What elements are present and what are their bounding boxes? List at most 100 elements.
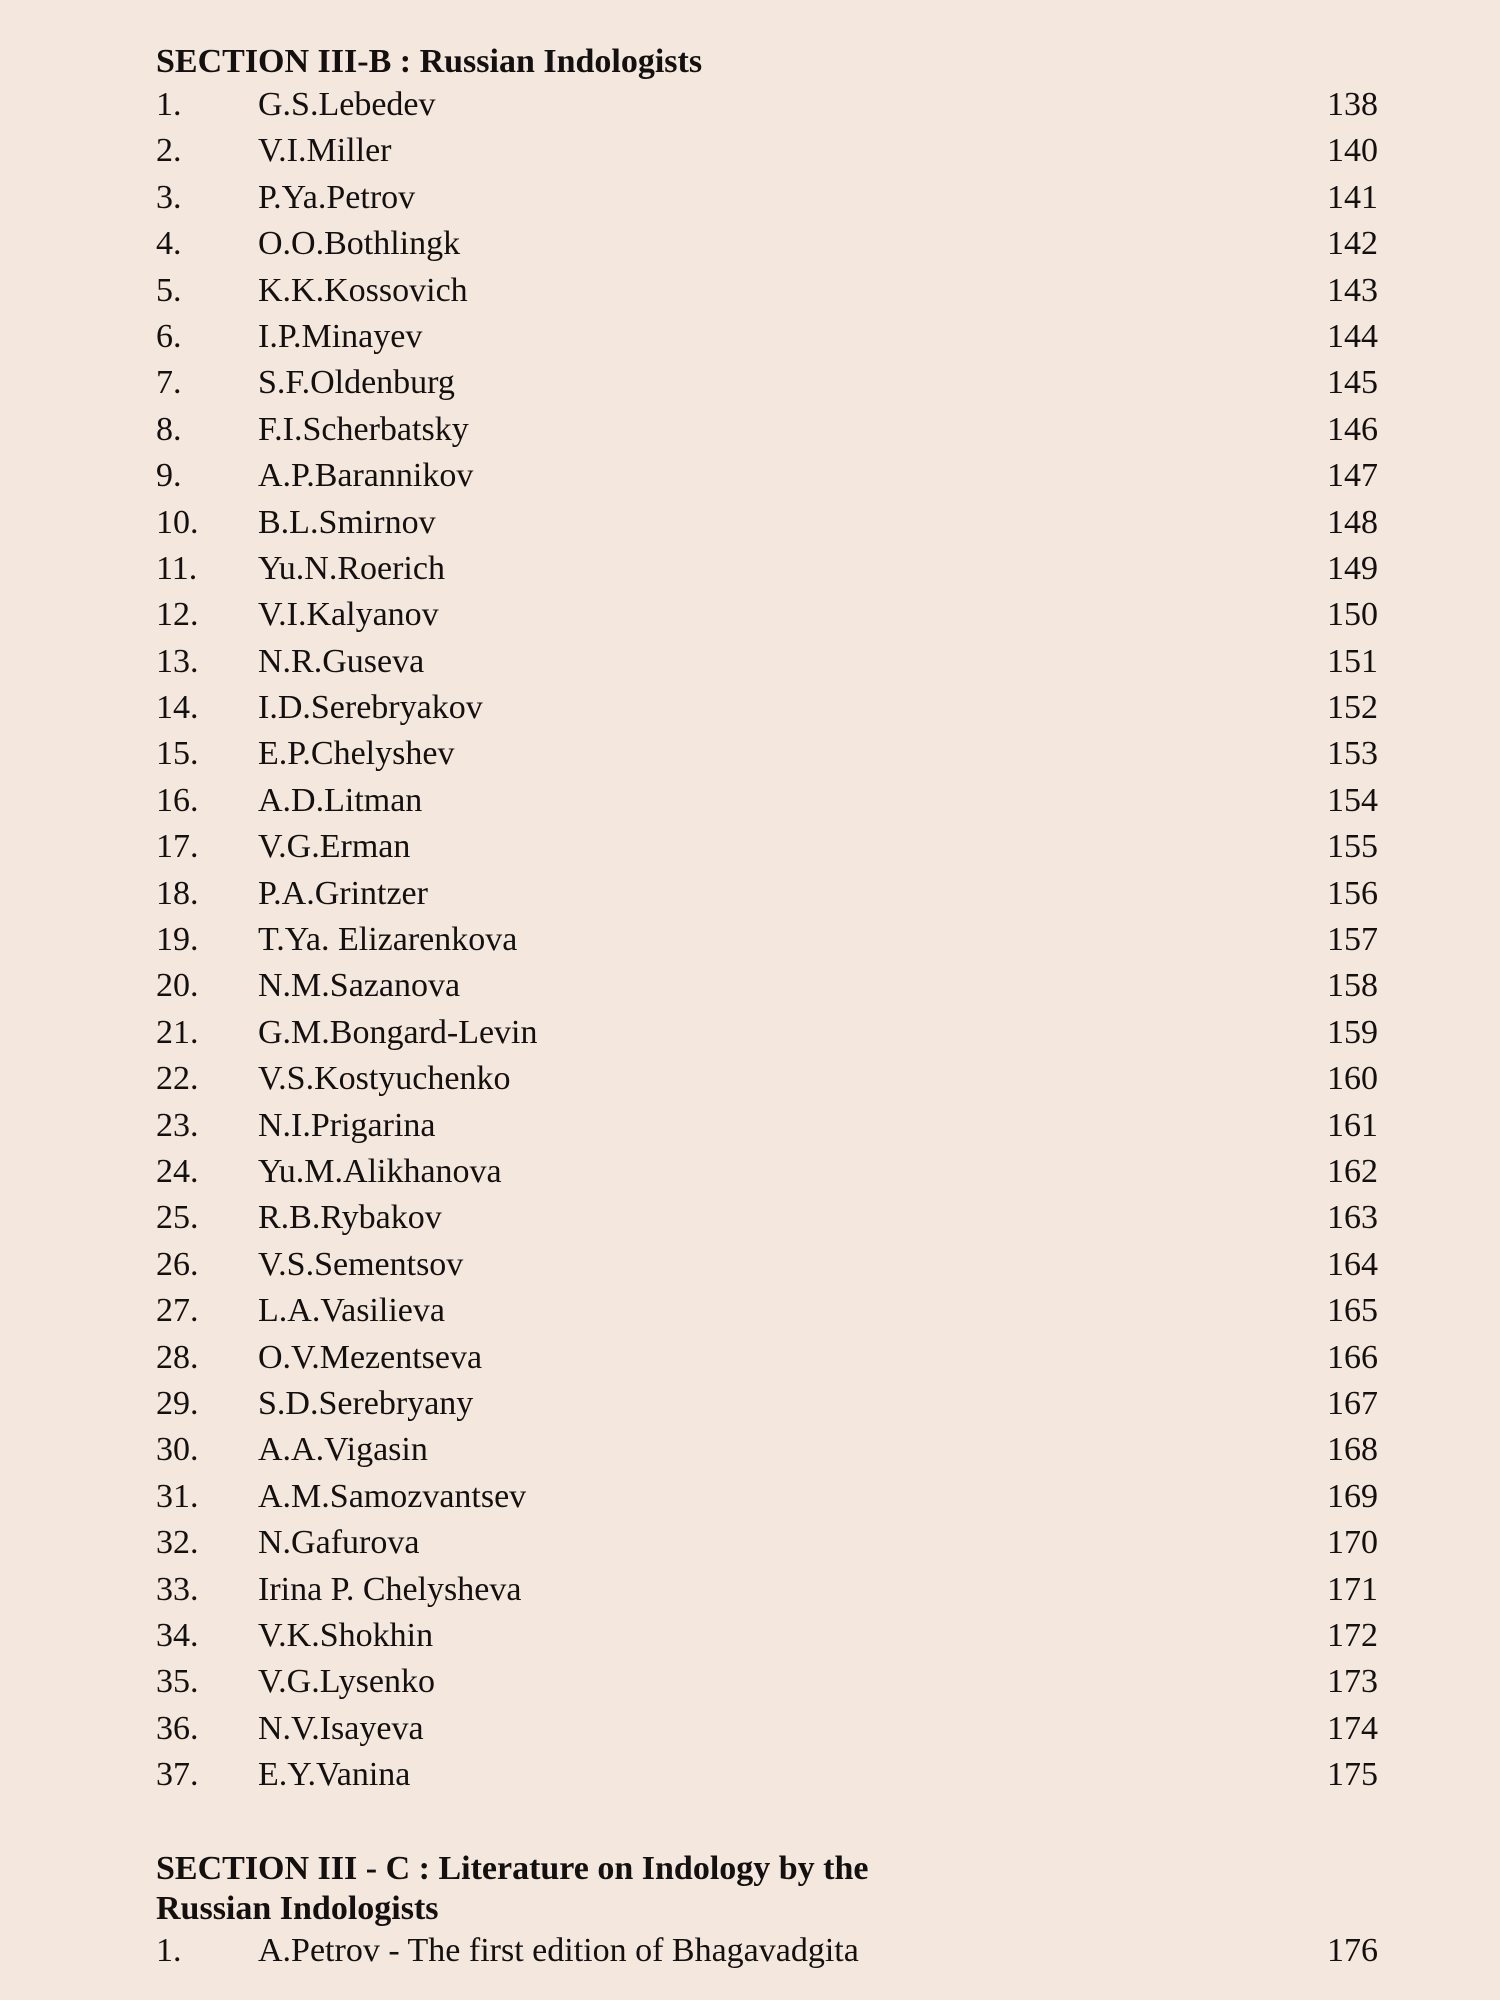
item-number: 5. [156,271,182,309]
list-item: 1. G.S.Lebedev 138 [0,82,1500,128]
item-name: V.K.Shokhin [258,1616,434,1654]
list-item: 12. V.I.Kalyanov 150 [0,592,1500,638]
item-name: N.I.Prigarina [258,1106,436,1144]
list-item: 19. T.Ya. Elizarenkova 157 [0,917,1500,963]
item-number: 37. [156,1756,199,1794]
item-page-number: 175 [1327,1756,1378,1794]
list-item: 11. Yu.N.Roerich 149 [0,546,1500,592]
item-number: 10. [156,503,199,541]
item-number: 8. [156,410,182,448]
item-name: E.Y.Vanina [258,1756,411,1794]
item-number: 18. [156,874,199,912]
item-name: O.V.Mezentseva [258,1338,483,1376]
item-number: 20. [156,967,199,1005]
item-page-number: 154 [1327,781,1378,819]
section-c-heading-line1: SECTION III - C : Literature on Indology… [156,1850,869,1887]
item-number: 30. [156,1431,199,1469]
item-page-number: 147 [1327,457,1378,495]
item-page-number: 149 [1327,549,1378,587]
item-name: V.S.Kostyuchenko [258,1060,511,1098]
list-item: 34. V.K.Shokhin 172 [0,1613,1500,1659]
item-number: 16. [156,781,199,819]
list-item: 16. A.D.Litman 154 [0,778,1500,824]
item-number: 4. [156,225,182,263]
section-b-heading: SECTION III-B : Russian Indologists [156,43,703,80]
item-page-number: 142 [1327,225,1378,263]
item-number: 1. [156,1932,182,1969]
item-name: N.R.Guseva [258,642,425,680]
list-item: 8. F.I.Scherbatsky 146 [0,407,1500,453]
item-page-number: 159 [1327,1013,1378,1051]
item-name: T.Ya. Elizarenkova [258,921,518,959]
item-number: 11. [156,549,198,587]
item-page-number: 146 [1327,410,1378,448]
list-item: 14. I.D.Serebryakov 152 [0,685,1500,731]
item-name: A.P.Barannikov [258,457,474,495]
list-item: 26. V.S.Sementsov 164 [0,1242,1500,1288]
item-page-number: 173 [1327,1663,1378,1701]
item-page-number: 144 [1327,317,1378,355]
item-name: F.I.Scherbatsky [258,410,469,448]
item-name: V.G.Lysenko [258,1663,435,1701]
list-item: 7. S.F.Oldenburg 145 [0,360,1500,406]
item-number: 9. [156,457,182,495]
item-name: O.O.Bothlingk [258,225,461,263]
item-name: K.K.Kossovich [258,271,468,309]
list-item: 25. R.B.Rybakov 163 [0,1195,1500,1241]
list-item: 13. N.R.Guseva 151 [0,639,1500,685]
item-number: 1. [156,86,182,123]
item-number: 6. [156,317,182,355]
item-name: A.D.Litman [258,781,423,819]
list-item: 3. P.Ya.Petrov 141 [0,175,1500,221]
item-page-number: 145 [1327,364,1378,402]
item-name: E.P.Chelyshev [258,735,455,773]
item-page-number: 151 [1327,642,1378,680]
item-number: 3. [156,178,182,216]
list-item: 23. N.I.Prigarina 161 [0,1103,1500,1149]
item-name: V.S.Sementsov [258,1245,464,1283]
item-page-number: 166 [1327,1338,1378,1376]
list-item: 33. Irina P. Chelysheva 171 [0,1567,1500,1613]
item-name: Yu.N.Roerich [258,549,445,587]
item-number: 12. [156,596,199,634]
item-page-number: 176 [1327,1932,1378,1969]
item-name: S.D.Serebryany [258,1384,474,1422]
item-name: N.M.Sazanova [258,967,461,1005]
item-number: 29. [156,1384,199,1422]
item-number: 26. [156,1245,199,1283]
list-item: 6. I.P.Minayev 144 [0,314,1500,360]
list-item: 20. N.M.Sazanova 158 [0,963,1500,1009]
item-page-number: 158 [1327,967,1378,1005]
item-number: 24. [156,1152,199,1190]
list-item: 24. Yu.M.Alikhanova 162 [0,1149,1500,1195]
item-name: G.M.Bongard-Levin [258,1013,538,1051]
item-page-number: 141 [1327,178,1378,216]
item-number: 32. [156,1524,199,1562]
list-item: 2. V.I.Miller 140 [0,128,1500,174]
item-page-number: 162 [1327,1152,1378,1190]
item-number: 35. [156,1663,199,1701]
list-item: 5. K.K.Kossovich 143 [0,268,1500,314]
item-name: P.Ya.Petrov [258,178,416,216]
list-item: 21. G.M.Bongard-Levin 159 [0,1010,1500,1056]
item-page-number: 170 [1327,1524,1378,1562]
list-item: 36. N.V.Isayeva 174 [0,1706,1500,1752]
list-item: 17. V.G.Erman 155 [0,824,1500,870]
list-item: 27. L.A.Vasilieva 165 [0,1288,1500,1334]
section-c-heading-line2: Russian Indologists [156,1890,439,1927]
item-name: G.S.Lebedev [258,86,436,123]
list-item: 15. E.P.Chelyshev 153 [0,731,1500,777]
item-number: 15. [156,735,199,773]
item-page-number: 167 [1327,1384,1378,1422]
item-page-number: 156 [1327,874,1378,912]
item-page-number: 140 [1327,132,1378,170]
item-number: 14. [156,689,199,727]
item-name: L.A.Vasilieva [258,1292,445,1330]
item-page-number: 174 [1327,1709,1378,1747]
item-page-number: 150 [1327,596,1378,634]
list-item: 28. O.V.Mezentseva 166 [0,1335,1500,1381]
item-name: R.B.Rybakov [258,1199,442,1237]
item-page-number: 168 [1327,1431,1378,1469]
item-page-number: 157 [1327,921,1378,959]
list-item: 4. O.O.Bothlingk 142 [0,221,1500,267]
